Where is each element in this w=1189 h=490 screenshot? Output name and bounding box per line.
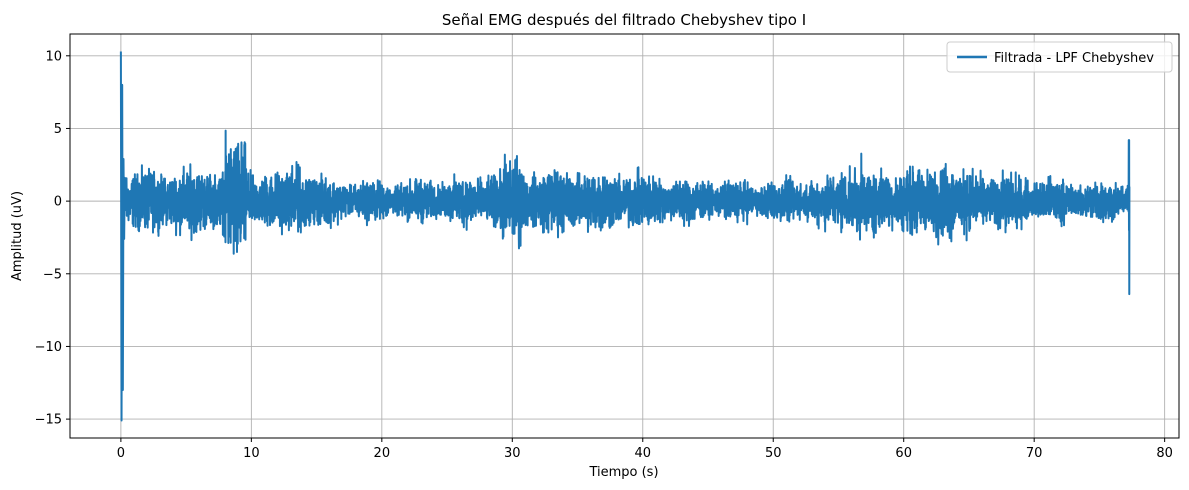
series-layer	[119, 51, 1131, 422]
y-tick-label: −10	[35, 340, 62, 355]
x-axis-ticks: 0 10 20 30 40 50 60 70 80	[117, 438, 1173, 461]
x-tick-label: 50	[765, 446, 782, 461]
y-tick-label: −15	[35, 413, 62, 428]
x-tick-label: 0	[117, 446, 125, 461]
y-tick-label: 10	[45, 49, 62, 64]
y-axis-ticks: −15 −10 −5 0 5 10	[35, 49, 70, 428]
legend-box	[946, 41, 1173, 73]
x-tick-label: 60	[895, 446, 912, 461]
y-axis-label: Amplitud (uV)	[10, 191, 25, 281]
x-tick-label: 30	[504, 446, 521, 461]
x-tick-label: 70	[1026, 446, 1043, 461]
series-line-filtrada	[119, 51, 1131, 422]
x-tick-label: 20	[374, 446, 391, 461]
legend: Filtrada - LPF Chebyshev	[946, 41, 1173, 73]
y-tick-label: 5	[54, 122, 62, 137]
x-tick-label: 40	[634, 446, 651, 461]
x-axis-label: Tiempo (s)	[588, 465, 658, 480]
plot-frame	[69, 33, 1180, 439]
legend-label: Filtrada - LPF Chebyshev	[994, 51, 1154, 66]
y-tick-label: −5	[43, 267, 62, 282]
y-tick-label: 0	[54, 195, 62, 210]
x-tick-label: 80	[1156, 446, 1173, 461]
chart-title: Señal EMG después del filtrado Chebyshev…	[442, 11, 806, 29]
x-tick-label: 10	[243, 446, 260, 461]
